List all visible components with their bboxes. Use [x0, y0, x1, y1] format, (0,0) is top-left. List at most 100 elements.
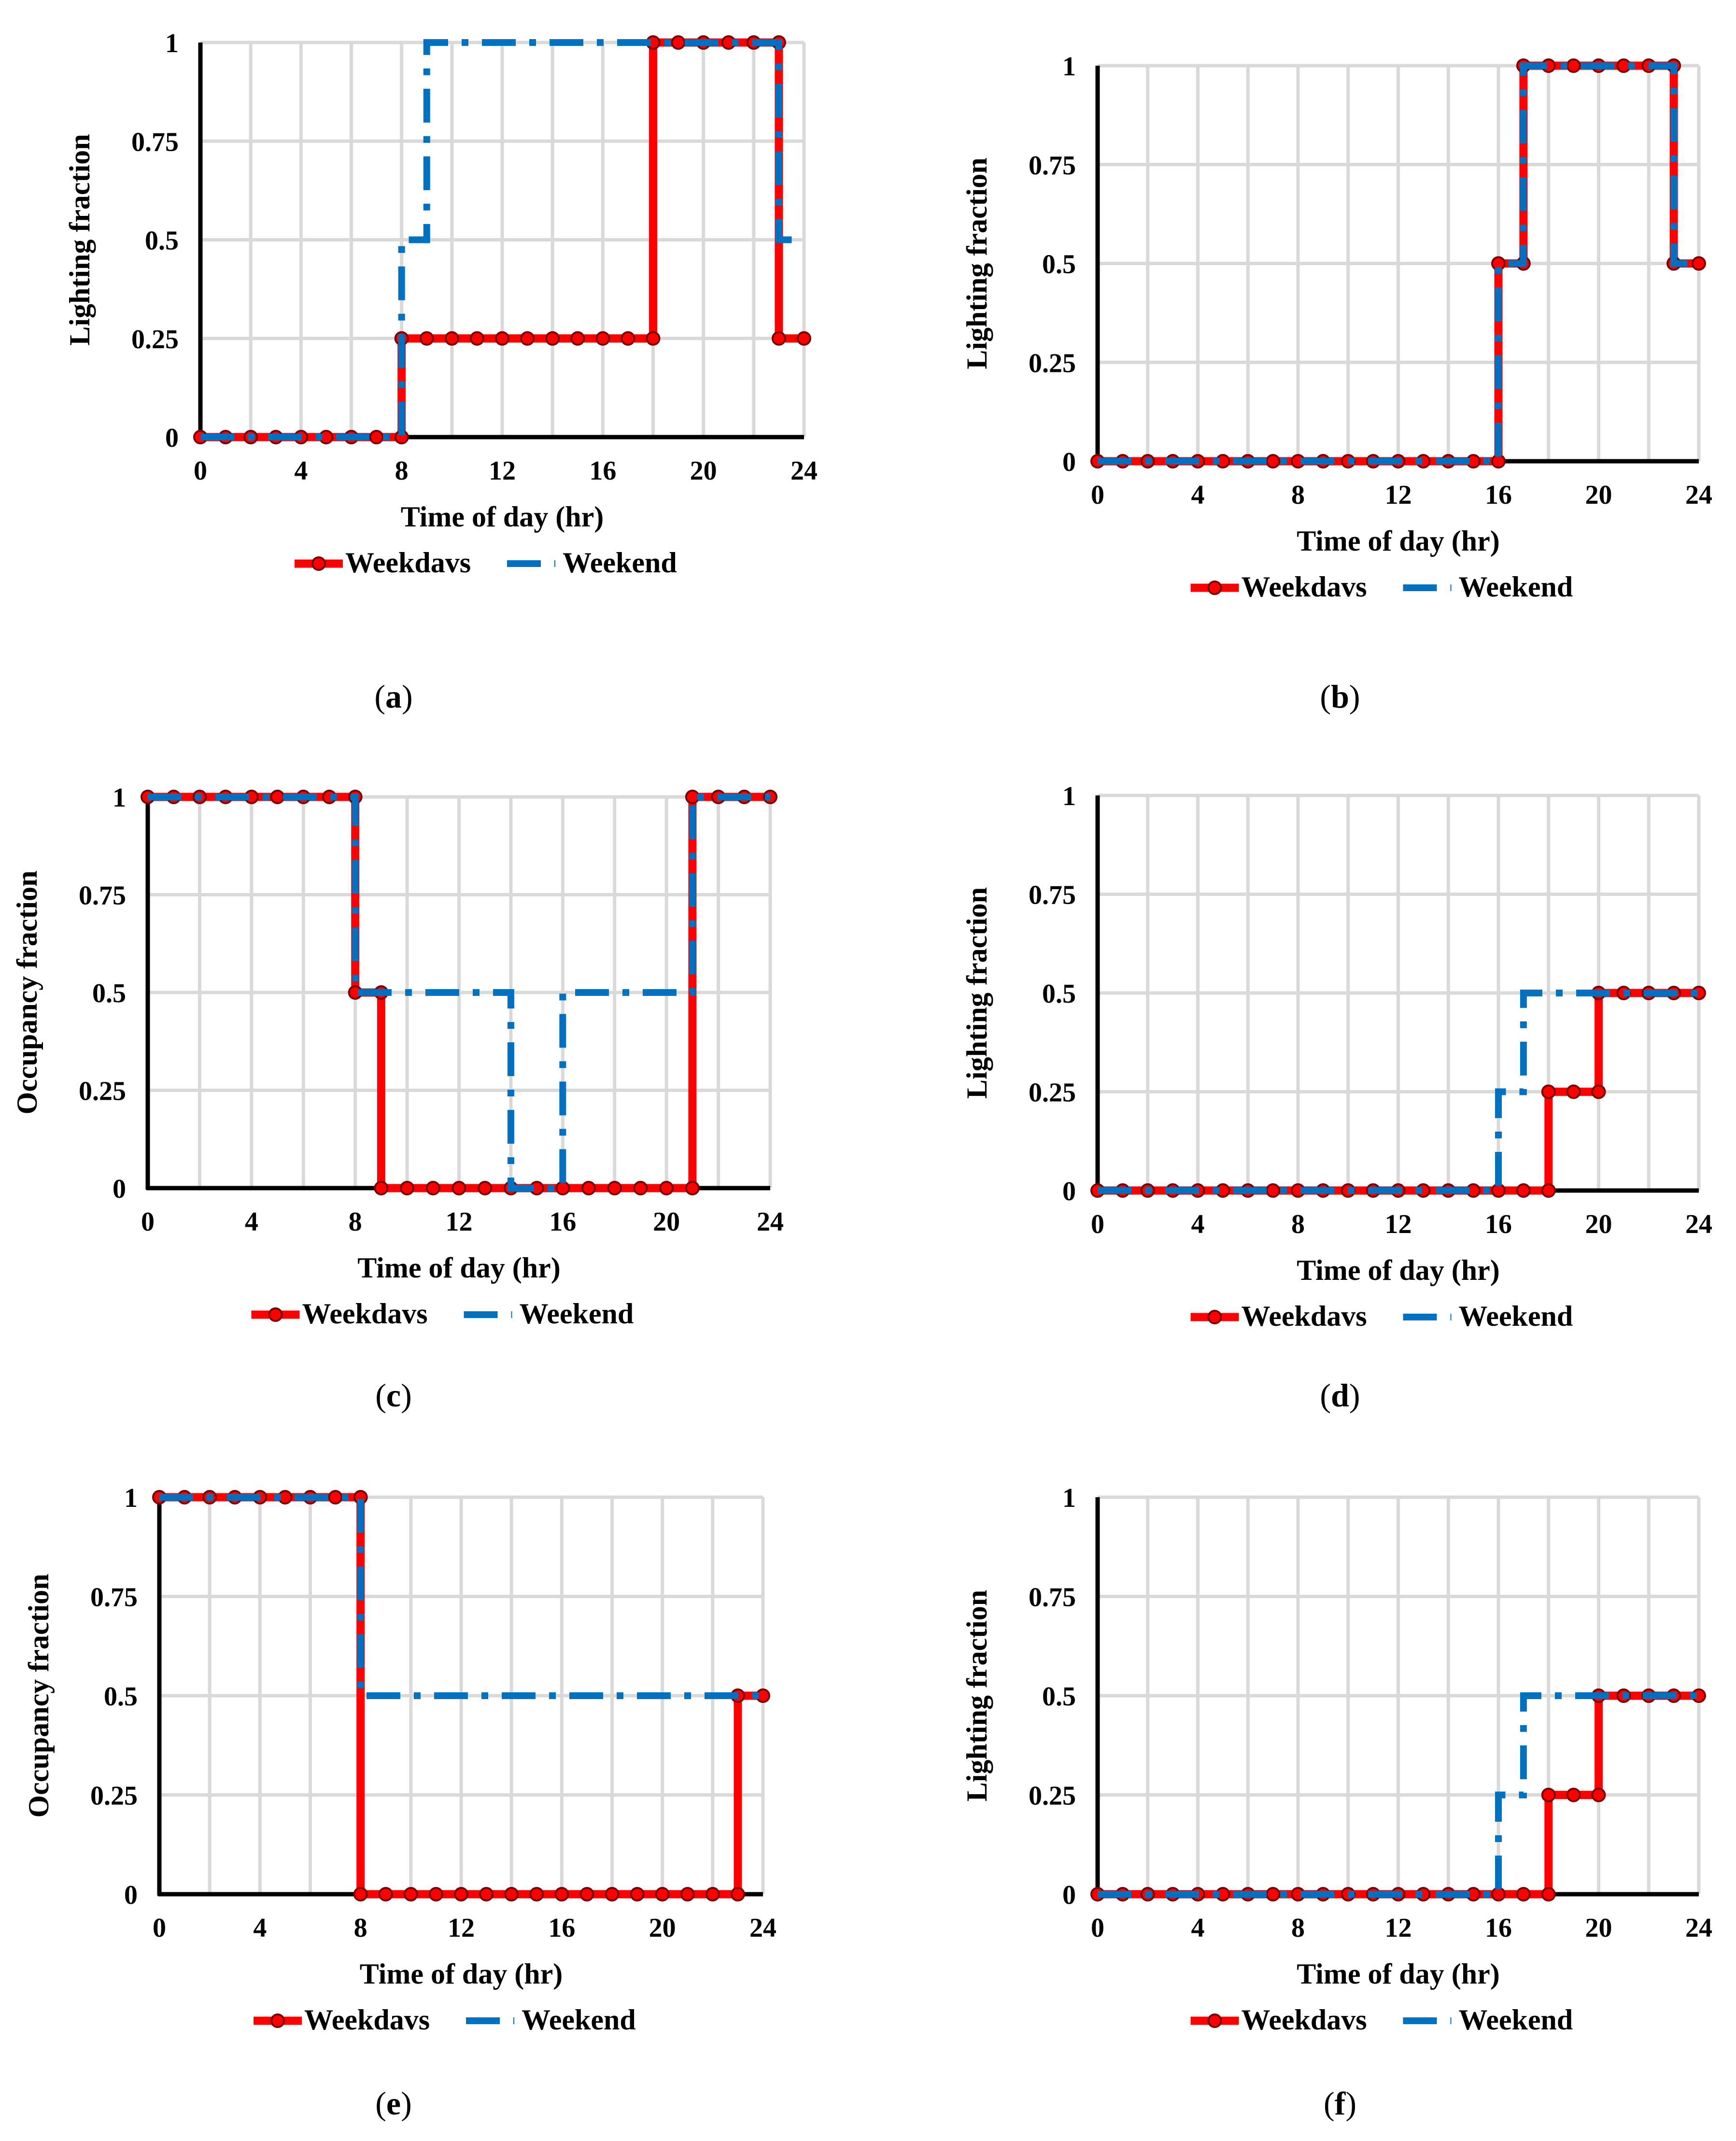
series-line-weekend [148, 794, 770, 1191]
x-tick-label: 12 [1385, 1913, 1412, 1943]
series-line-weekend [200, 39, 804, 440]
marker-weekdays [646, 331, 661, 346]
x-tick-label: 20 [1585, 1209, 1612, 1239]
marker-weekdays [1516, 1887, 1531, 1901]
y-axis-title: Lighting fraction [961, 1590, 993, 1801]
marker-weekdays [605, 1887, 620, 1901]
marker-weekdays [655, 1887, 670, 1901]
marker-weekdays [1566, 58, 1581, 73]
marker-weekdays [444, 331, 459, 346]
x-tick-label: 24 [757, 1207, 784, 1237]
panel-caption: (d) [1320, 1377, 1360, 1414]
marker-weekdays [378, 1887, 393, 1901]
x-tick-label: 24 [749, 1913, 776, 1943]
marker-weekdays [570, 331, 585, 346]
marker-weekdays [428, 1887, 443, 1901]
marker-weekdays [545, 331, 560, 346]
x-tick-label: 4 [294, 456, 308, 486]
x-tick-label: 16 [1485, 1913, 1512, 1943]
x-tick-label: 16 [589, 456, 616, 486]
x-tick-label: 20 [653, 1207, 680, 1237]
y-tick-label: 1 [113, 783, 126, 813]
y-tick-label: 1 [124, 1483, 138, 1513]
legend-label-weekdays: Weekdavs [1242, 2004, 1367, 2036]
marker-weekdays [659, 1181, 674, 1195]
x-axis-title: Time of day (hr) [1297, 525, 1500, 557]
y-axis-title: Lighting fraction [64, 134, 96, 345]
legend-marker-weekdays [311, 556, 326, 571]
x-tick-label: 8 [349, 1207, 362, 1237]
marker-weekdays [797, 331, 811, 346]
marker-weekdays [1266, 454, 1281, 468]
marker-weekdays [529, 1887, 544, 1901]
legend-label-weekdays: Weekdavs [1242, 571, 1367, 603]
x-axis-title: Time of day (hr) [1297, 1958, 1500, 1990]
x-tick-label: 8 [395, 456, 409, 486]
panel-caption: (a) [374, 678, 412, 715]
x-tick-label: 20 [690, 456, 717, 486]
y-tick-label: 1 [1062, 781, 1076, 811]
marker-weekdays [1266, 1183, 1281, 1198]
marker-weekdays [1266, 1887, 1281, 1901]
y-tick-label: 0.25 [79, 1077, 126, 1106]
marker-weekdays [520, 331, 535, 346]
marker-weekdays [1491, 454, 1506, 468]
marker-weekdays [685, 1181, 700, 1195]
legend: Weekdavs Weekend [295, 547, 677, 579]
marker-weekdays [479, 1887, 494, 1901]
legend-label-weekend: Weekend [1459, 1300, 1573, 1332]
marker-weekdays [1491, 1183, 1506, 1198]
y-axis-title: Lighting fraction [961, 887, 993, 1099]
x-tick-label: 16 [1485, 1209, 1512, 1239]
marker-weekdays [685, 790, 700, 804]
legend-label-weekend: Weekend [1459, 2004, 1573, 2036]
marker-weekdays [680, 1887, 695, 1901]
panel-caption-letter: d [1331, 1377, 1349, 1414]
chart-panel-f: 0 4 8 12 16 20 24 0 0.25 0.5 0.75 1 Time of day (hr)… [961, 1483, 1712, 2122]
marker-weekdays [671, 35, 686, 50]
x-tick-label: 8 [354, 1913, 367, 1943]
x-tick-label: 24 [1685, 1209, 1712, 1239]
x-tick-label: 12 [489, 456, 516, 486]
x-tick-label: 0 [141, 1207, 155, 1237]
x-tick-label: 16 [1485, 480, 1512, 510]
legend-label-weekdays: Weekdavs [304, 2004, 430, 2036]
x-tick-label: 16 [549, 1207, 576, 1237]
y-tick-label: 0.25 [90, 1781, 138, 1811]
legend-marker-weekdays [270, 2013, 285, 2028]
legend: Weekdavs Weekend [1190, 1300, 1573, 1332]
x-tick-label: 12 [446, 1207, 473, 1237]
marker-weekdays [1541, 1084, 1556, 1099]
y-tick-label: 0.25 [1029, 1781, 1076, 1811]
marker-weekdays [454, 1887, 468, 1901]
legend: Weekdavs Weekend [1190, 571, 1573, 603]
series-line-weekend [159, 1494, 763, 1699]
x-tick-label: 8 [1291, 1209, 1305, 1239]
y-tick-label: 0.75 [1029, 880, 1076, 910]
marker-weekdays [1692, 256, 1706, 271]
x-tick-label: 8 [1291, 1913, 1305, 1943]
x-tick-label: 0 [1091, 480, 1104, 510]
y-tick-label: 0.5 [1042, 250, 1076, 280]
y-tick-label: 0.75 [79, 881, 126, 911]
x-axis-title: Time of day (hr) [357, 1252, 561, 1284]
y-tick-label: 0.25 [1029, 348, 1076, 378]
marker-weekdays [633, 1181, 648, 1195]
legend-label-weekend: Weekend [1459, 571, 1573, 603]
y-tick-label: 1 [165, 28, 179, 58]
x-axis-title: Time of day (hr) [401, 501, 604, 533]
legend-marker-weekdays [1207, 1310, 1222, 1324]
panel-caption-letter: c [386, 1377, 401, 1414]
x-tick-label: 12 [1385, 1209, 1412, 1239]
marker-weekdays [1566, 1787, 1581, 1802]
chart-panel-c: 0 4 8 12 16 20 24 0 0.25 0.5 0.75 1 Time of day (hr)… [11, 783, 784, 1414]
legend: Weekdavs Weekend [1190, 2004, 1573, 2036]
y-tick-label: 0 [124, 1880, 138, 1910]
y-tick-label: 0 [1062, 1177, 1076, 1206]
x-tick-label: 4 [1191, 1209, 1205, 1239]
x-tick-label: 4 [245, 1207, 258, 1237]
x-tick-label: 0 [1091, 1209, 1104, 1239]
marker-weekdays [1616, 58, 1631, 73]
y-tick-label: 0 [1062, 447, 1076, 477]
